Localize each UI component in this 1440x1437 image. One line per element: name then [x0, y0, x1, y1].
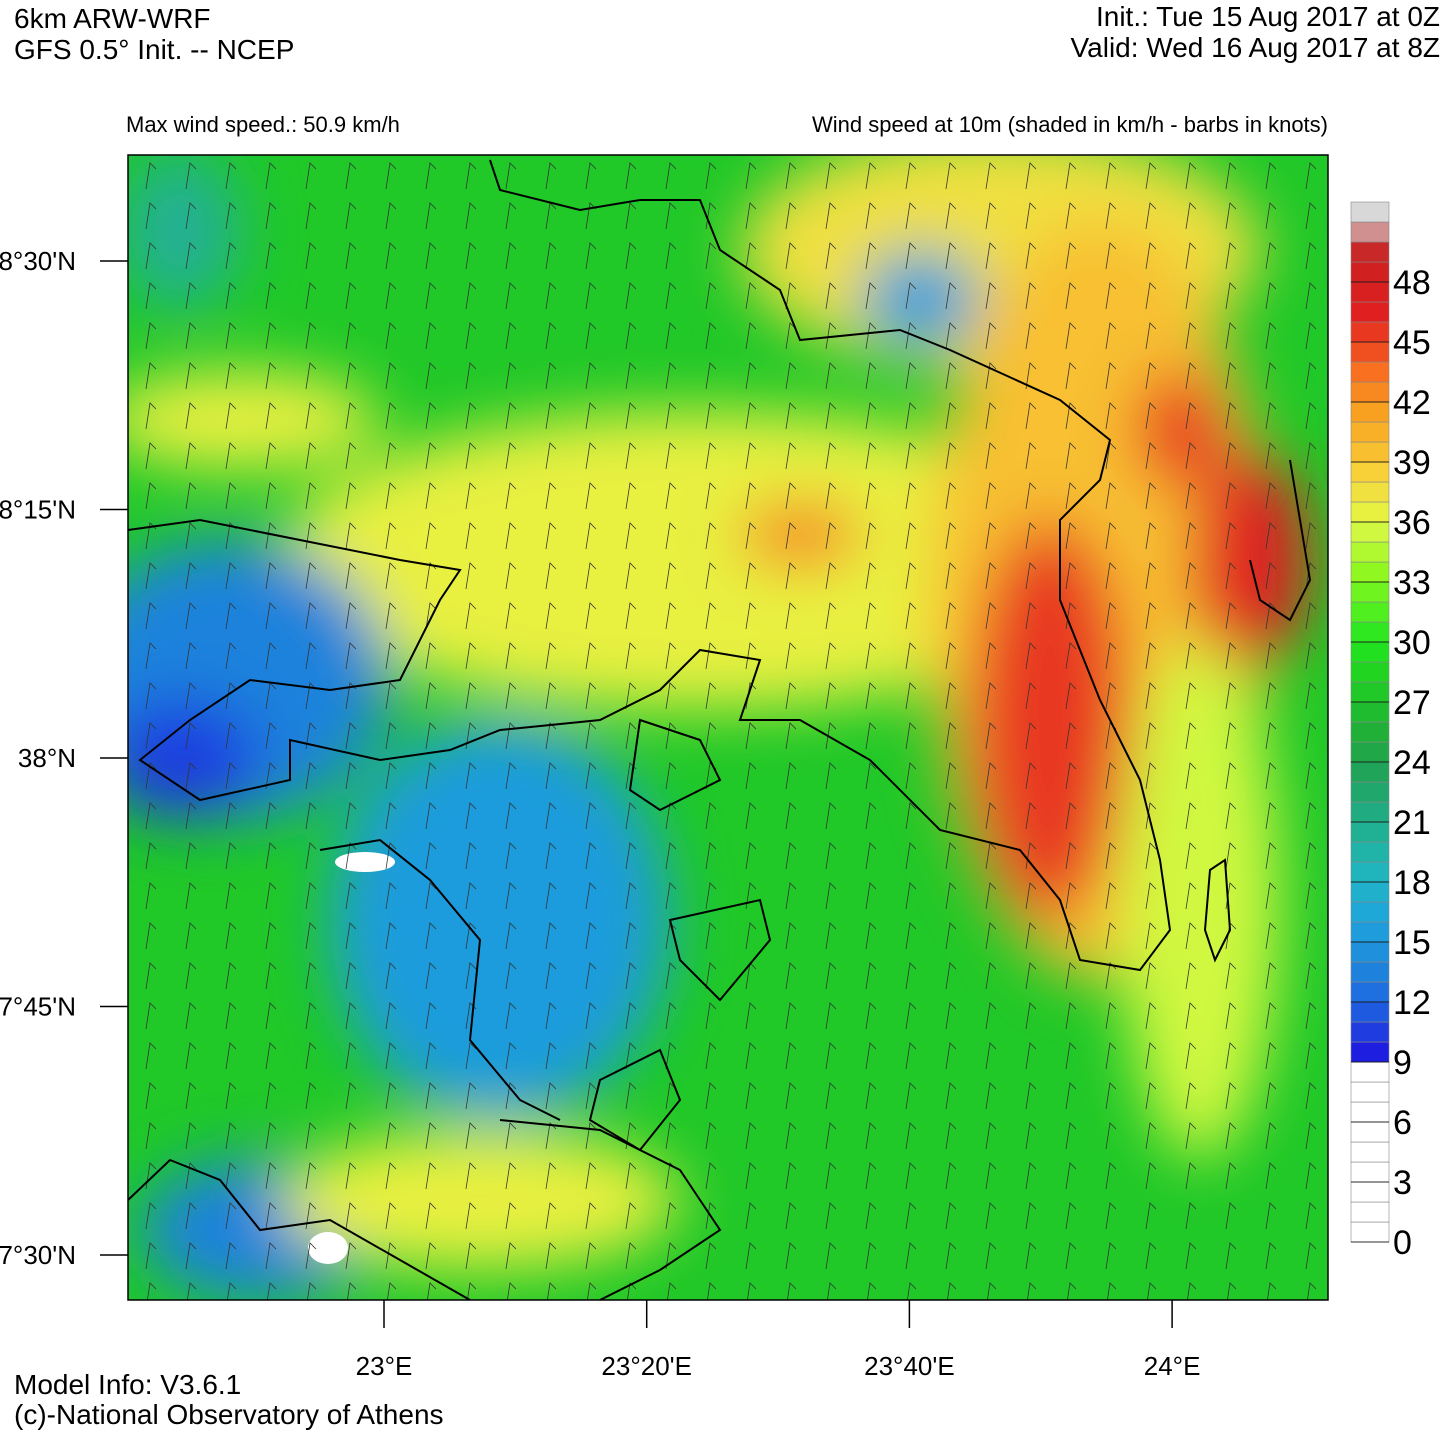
colorbar-box [1350, 1121, 1390, 1143]
colorbar-label: 45 [1393, 324, 1431, 362]
colorbar-box [1350, 1041, 1390, 1063]
colorbar-box [1350, 941, 1390, 963]
lat-label: 37°45'N [0, 992, 76, 1022]
colorbar-box [1350, 1001, 1390, 1023]
colorbar-box [1350, 1141, 1390, 1163]
lon-label: 23°E [356, 1351, 413, 1381]
lon-label: 23°20'E [601, 1351, 692, 1381]
colorbar-box [1350, 301, 1390, 323]
colorbar-box [1350, 521, 1390, 543]
colorbar-label: 33 [1393, 564, 1431, 602]
source-title: GFS 0.5° Init. -- NCEP [14, 34, 294, 65]
map-frame [127, 154, 1329, 1301]
colorbar-box [1350, 721, 1390, 743]
colorbar-label: 27 [1393, 684, 1431, 722]
colorbar-box [1350, 1101, 1390, 1123]
lat-label: 38°15'N [0, 495, 76, 525]
colorbar-box [1350, 661, 1390, 683]
colorbar-box [1350, 641, 1390, 663]
colorbar-box [1350, 961, 1390, 983]
colorbar-label: 12 [1393, 984, 1431, 1022]
colorbar-label: 21 [1393, 804, 1431, 842]
colorbar-box [1350, 401, 1390, 423]
colorbar-label: 42 [1393, 384, 1431, 422]
colorbar-box [1350, 441, 1390, 463]
max-wind: Max wind speed.: 50.9 km/h [126, 112, 400, 137]
colorbar-box [1350, 421, 1390, 443]
colorbar-box [1350, 241, 1390, 263]
lon-label: 23°40'E [864, 1351, 955, 1381]
lat-label: 38°30'N [0, 246, 76, 276]
colorbar-box [1350, 1081, 1390, 1103]
colorbar-box [1350, 801, 1390, 823]
colorbar-box [1350, 821, 1390, 843]
colorbar-box [1350, 361, 1390, 383]
colorbar-box [1350, 1021, 1390, 1043]
credit: (c)-National Observatory of Athens [14, 1399, 444, 1430]
colorbar-box [1350, 281, 1390, 303]
colorbar-box [1350, 581, 1390, 603]
colorbar-label: 39 [1393, 444, 1431, 482]
colorbar-label: 6 [1393, 1104, 1412, 1142]
lat-label: 37°30'N [0, 1240, 76, 1270]
map [128, 155, 1328, 1300]
colorbar-box [1350, 881, 1390, 903]
colorbar-label: 48 [1393, 264, 1431, 302]
colorbar-box [1350, 861, 1390, 883]
colorbar-box [1350, 541, 1390, 563]
lat-label: 38°N [18, 743, 76, 773]
colorbar-label: 15 [1393, 924, 1431, 962]
colorbar-box [1350, 261, 1390, 283]
colorbar-box [1350, 481, 1390, 503]
colorbar-box [1350, 761, 1390, 783]
colorbar-box [1350, 781, 1390, 803]
colorbar-box [1350, 561, 1390, 583]
model-title: 6km ARW-WRF [14, 3, 211, 34]
colorbar-box [1350, 381, 1390, 403]
colorbar-label: 30 [1393, 624, 1431, 662]
colorbar-box [1350, 501, 1390, 523]
colorbar-box [1350, 841, 1390, 863]
colorbar-label: 24 [1393, 744, 1431, 782]
colorbar-box [1350, 1161, 1390, 1183]
colorbar-box [1350, 741, 1390, 763]
colorbar-label: 36 [1393, 504, 1431, 542]
colorbar-box [1350, 681, 1390, 703]
field-title: Wind speed at 10m (shaded in km/h - barb… [812, 112, 1328, 137]
colorbar-box [1350, 461, 1390, 483]
colorbar-box [1350, 221, 1390, 243]
valid-time: Valid: Wed 16 Aug 2017 at 8Z [1071, 32, 1440, 63]
colorbar-box [1350, 321, 1390, 343]
lon-label: 24°E [1144, 1351, 1201, 1381]
colorbar-box [1350, 701, 1390, 723]
colorbar-box [1350, 601, 1390, 623]
colorbar-box [1350, 901, 1390, 923]
colorbar-box [1350, 1181, 1390, 1203]
colorbar-label: 18 [1393, 864, 1431, 902]
colorbar-box [1350, 1061, 1390, 1083]
init-time: Init.: Tue 15 Aug 2017 at 0Z [1096, 1, 1440, 32]
colorbar-box [1350, 921, 1390, 943]
colorbar-box [1350, 981, 1390, 1003]
colorbar-label: 9 [1393, 1044, 1412, 1082]
colorbar-box [1350, 201, 1390, 223]
colorbar-box [1350, 1221, 1390, 1243]
colorbar-box [1350, 341, 1390, 363]
colorbar-label: 3 [1393, 1164, 1412, 1202]
colorbar-label: 0 [1393, 1224, 1412, 1262]
colorbar-box [1350, 621, 1390, 643]
model-info: Model Info: V3.6.1 [14, 1369, 241, 1400]
colorbar-box [1350, 1201, 1390, 1223]
